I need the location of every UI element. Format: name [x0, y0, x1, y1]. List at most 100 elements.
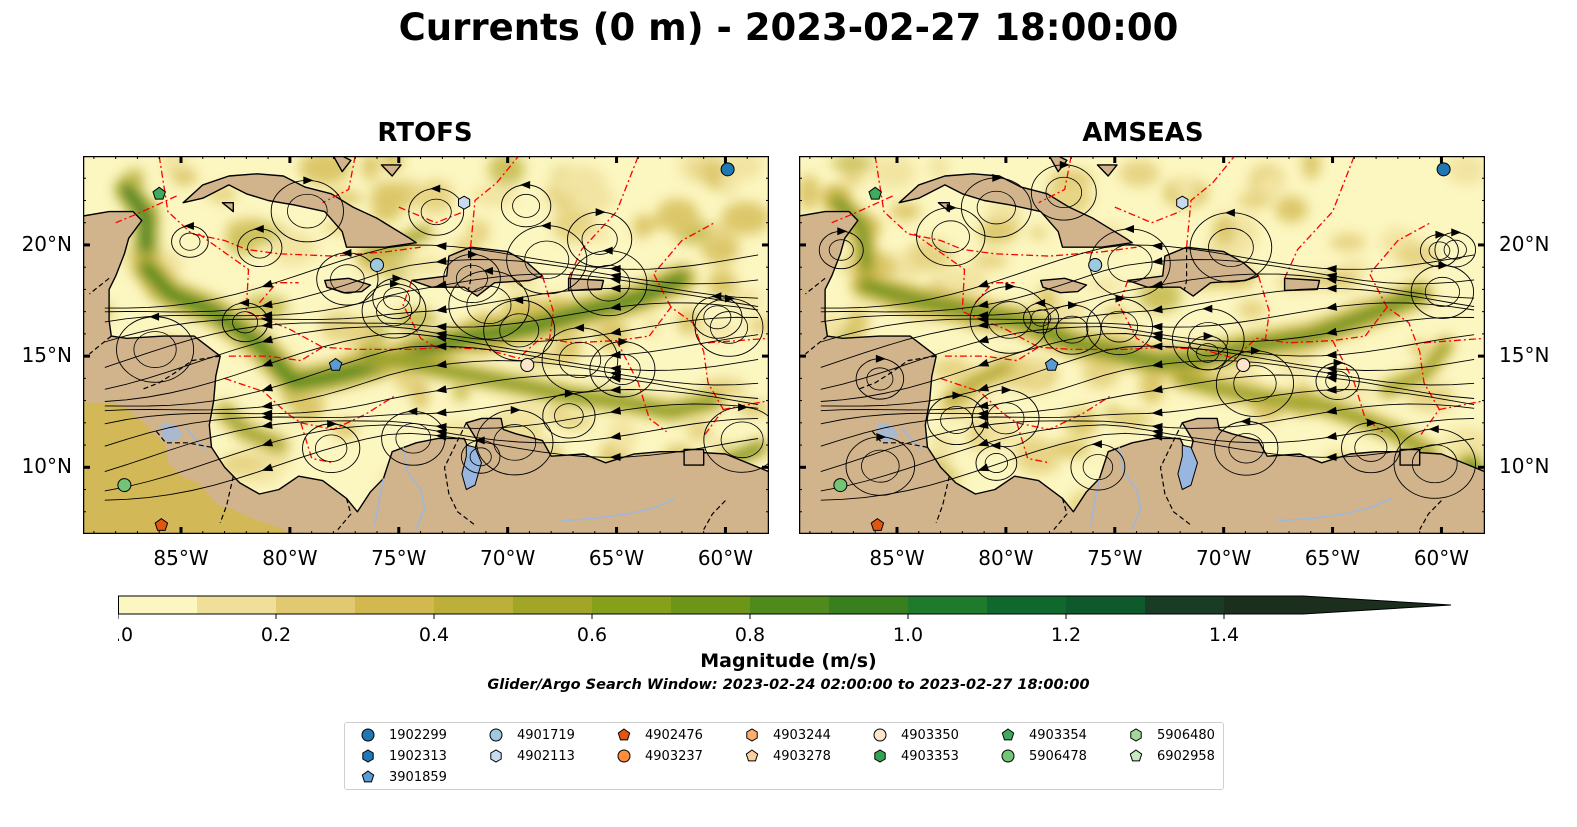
- streamline-arrow: [1325, 302, 1338, 311]
- float-marker-4903350: [1236, 358, 1251, 373]
- eez-boundary-14: [1038, 156, 1072, 204]
- streamline-arrow: [1151, 428, 1163, 437]
- pentagon-marker-icon: [1001, 728, 1015, 741]
- streamline-arrow: [467, 250, 478, 259]
- streamline-arrow: [1224, 208, 1235, 217]
- eez-boundary-6: [469, 156, 520, 248]
- colorbar-segment: [355, 596, 435, 614]
- streamline-2: [104, 403, 759, 473]
- pentagon-marker-icon: [361, 770, 375, 783]
- eddy-streamline-inner-19: [1354, 433, 1388, 462]
- legend-item-3901859: 3901859: [359, 767, 447, 787]
- legend-label: 6902958: [1157, 748, 1215, 764]
- river-3: [900, 426, 922, 451]
- streamline-arrow: [261, 300, 273, 309]
- streamline-arrow: [595, 208, 606, 217]
- eddy-streamline-inner-20: [1055, 315, 1089, 344]
- map-panel-amseas[interactable]: [799, 156, 1485, 534]
- streamline-0: [820, 432, 1475, 501]
- streamline-arrow: [1151, 385, 1163, 394]
- lake-maracaibo: [461, 444, 483, 491]
- colorbar-segment: [434, 596, 514, 614]
- streamline-arrow: [952, 391, 963, 400]
- land-bahamasA: [332, 156, 352, 173]
- float-marker-4902113: [458, 195, 471, 210]
- streamlines: [104, 176, 769, 501]
- eez-boundary-14: [322, 156, 356, 204]
- lon-tick-label: 85°W: [153, 546, 209, 570]
- circle-marker-icon: [873, 728, 887, 742]
- legend-label: 1902299: [389, 727, 447, 743]
- land-cuba: [898, 173, 1133, 248]
- legend-item-4903350: 4903350: [871, 725, 959, 745]
- current-jet-3: [1384, 342, 1449, 393]
- streamline-arrow: [261, 320, 273, 329]
- circle-marker-icon: [617, 749, 631, 763]
- colorbar-label: Magnitude (m/s): [700, 650, 877, 672]
- float-marker-4902113: [1176, 195, 1189, 210]
- streamline-arrow: [977, 335, 989, 344]
- streamline-arrow: [609, 302, 622, 311]
- river-3: [184, 426, 206, 451]
- hexagon-marker-icon: [874, 749, 886, 763]
- streamline-arrow: [1451, 228, 1462, 237]
- current-jet-0: [832, 197, 870, 271]
- map-panel-rtofs[interactable]: [83, 156, 769, 534]
- colorbar-tick-label: 0.2: [261, 624, 291, 645]
- lon-tick-label: 80°W: [978, 546, 1034, 570]
- lon-tick-label: 60°W: [697, 546, 754, 570]
- eddy-streamline-inner-27: [828, 239, 854, 261]
- streamline-arrow: [183, 222, 194, 231]
- streamlines: [818, 160, 1477, 501]
- streamline-arrow: [1035, 298, 1046, 307]
- streamline-8: [104, 316, 759, 390]
- country-border-5: [443, 422, 476, 526]
- eez-boundary-4: [1016, 422, 1050, 464]
- current-jet-2: [1177, 375, 1434, 457]
- streamline-arrow: [261, 409, 273, 418]
- eddy-streamline-inner-24: [1208, 227, 1254, 267]
- float-marker-5906478: [117, 478, 132, 493]
- legend-label: 4903353: [901, 748, 959, 764]
- lon-tick-label: 60°W: [1413, 546, 1470, 570]
- country-border-1: [935, 476, 950, 524]
- colorbar-tick-label: 0.4: [419, 624, 449, 645]
- eddy-streamline-inner-14: [512, 193, 541, 218]
- eddy-streamline-inner-20: [376, 295, 412, 327]
- lon-tick-label: 75°W: [1087, 546, 1143, 570]
- eddy-streamline-inner-17: [703, 305, 732, 330]
- streamline-6: [104, 345, 759, 407]
- land-puertoRico: [1283, 277, 1321, 292]
- streamline-12: [104, 259, 759, 313]
- eddy-streamline-inner-35: [1443, 239, 1467, 260]
- streamline-arrow: [618, 337, 629, 346]
- streamline-arrow: [573, 323, 584, 332]
- streamline-arrow: [609, 272, 622, 281]
- streamline-arrow: [261, 359, 274, 367]
- lon-tick-label: 80°W: [262, 546, 318, 570]
- colorbar-tick-label: 0.6: [577, 624, 607, 645]
- circle-marker-icon: [361, 728, 375, 742]
- lon-tick-label: 65°W: [1304, 546, 1361, 570]
- streamline-12: [820, 259, 1475, 313]
- country-border-4: [805, 335, 828, 355]
- map-tick-marks: [83, 156, 769, 534]
- eddy-streamline-inner-22: [866, 367, 894, 391]
- streamline-arrow: [609, 365, 621, 373]
- eddy-streamline-inner-16: [984, 453, 1009, 473]
- eddy-streamline-inner-23: [1031, 309, 1052, 327]
- streamline-7: [104, 333, 759, 402]
- eez-boundary-9: [616, 340, 667, 433]
- streamline-arrow: [977, 311, 989, 320]
- streamline-arrow: [946, 203, 957, 212]
- streamline-arrow: [1438, 261, 1449, 270]
- lat-tick-label-left: 15°N: [21, 343, 72, 368]
- streamline-2: [820, 403, 1475, 473]
- streamline-arrow: [261, 383, 273, 392]
- streamline-3: [104, 389, 759, 447]
- streamline-arrow: [435, 322, 447, 331]
- colorbar-segment: [118, 596, 198, 614]
- streamline-arrow: [1325, 406, 1338, 415]
- streamline-arrow: [435, 242, 447, 251]
- streamline-arrow: [1091, 440, 1102, 449]
